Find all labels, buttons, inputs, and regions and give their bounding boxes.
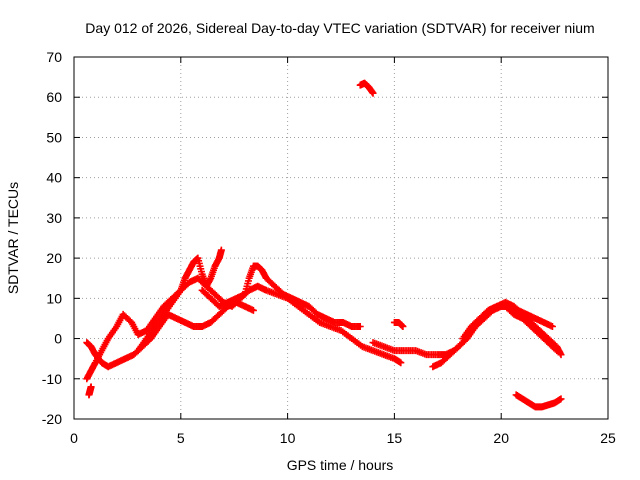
series-track-10 — [85, 383, 95, 399]
series-track-6 — [429, 302, 556, 371]
y-tick-label: 30 — [46, 210, 62, 226]
y-tick-label: 60 — [46, 89, 62, 105]
y-tick-label: 50 — [46, 129, 62, 145]
data-point — [217, 246, 225, 254]
data-point — [557, 351, 565, 359]
data-point — [557, 395, 565, 403]
y-tick-label: -20 — [42, 411, 62, 427]
data-point — [548, 322, 556, 330]
grid — [74, 57, 608, 419]
data-point — [87, 383, 95, 391]
plot-border — [73, 56, 609, 420]
chart-title: Day 012 of 2026, Sidereal Day-to-day VTE… — [85, 20, 594, 36]
data-point — [356, 322, 364, 330]
series-track-8 — [512, 391, 565, 411]
y-tick-label: 0 — [54, 331, 62, 347]
data-point — [249, 306, 257, 314]
data-point — [397, 359, 405, 367]
series-track-3 — [134, 246, 225, 355]
x-tick-label: 15 — [387, 430, 403, 446]
series-track-7 — [459, 302, 561, 355]
y-axis-ticks: -20 -10 0 10 20 30 40 50 60 70 — [42, 49, 608, 427]
y-tick-label: 70 — [46, 49, 62, 65]
data-point — [551, 345, 559, 353]
data-point — [553, 347, 561, 355]
y-tick-label: 10 — [46, 290, 62, 306]
x-tick-label: 5 — [177, 430, 185, 446]
data-point — [399, 322, 407, 330]
data-point — [369, 89, 377, 97]
y-tick-label: -10 — [42, 371, 62, 387]
series-track-11 — [390, 318, 407, 330]
x-tick-label: 20 — [493, 430, 509, 446]
x-axis-title: GPS time / hours — [287, 457, 394, 473]
x-tick-label: 0 — [70, 430, 78, 446]
series-track-9 — [356, 79, 377, 97]
x-tick-label: 10 — [280, 430, 296, 446]
series-track-4 — [198, 262, 364, 330]
y-tick-label: 20 — [46, 250, 62, 266]
x-tick-label: 25 — [600, 430, 616, 446]
data-points — [83, 79, 565, 411]
x-axis-ticks: 0 5 10 15 20 25 — [70, 57, 616, 446]
y-axis-title: SDTVAR / TECUs — [5, 182, 21, 294]
y-tick-label: 40 — [46, 170, 62, 186]
